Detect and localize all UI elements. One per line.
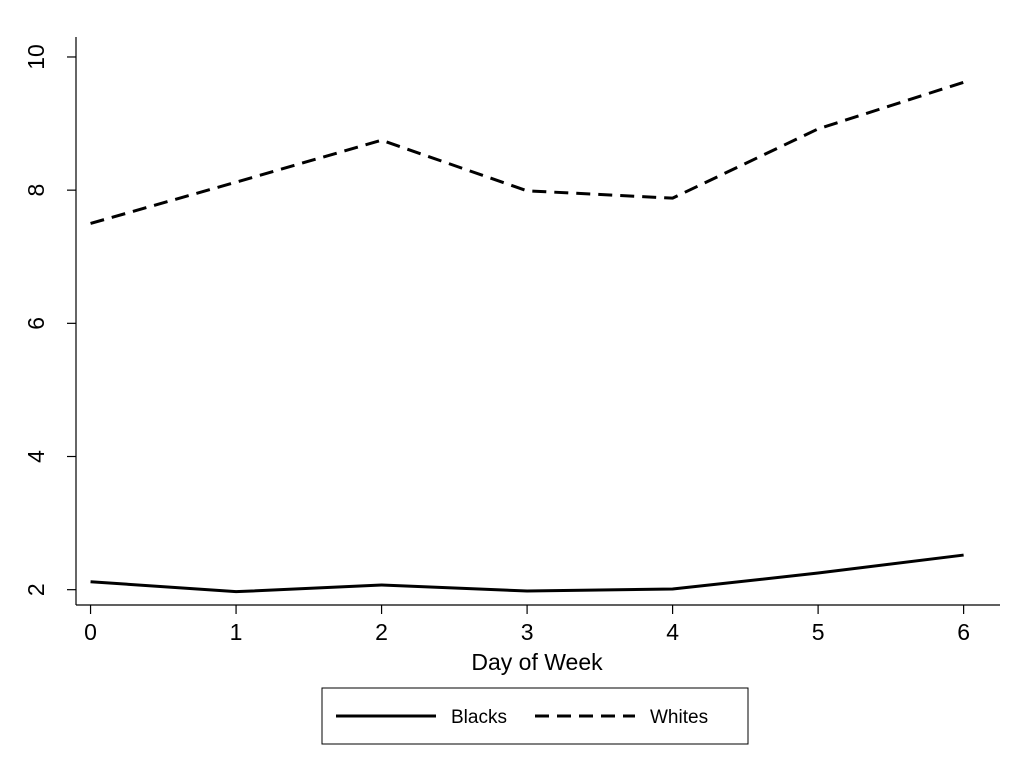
y-tick-label: 10 <box>23 44 49 70</box>
y-tick-label: 6 <box>23 317 49 330</box>
y-tick-label: 2 <box>23 583 49 596</box>
x-tick-label: 0 <box>84 619 97 645</box>
legend: Blacks Whites <box>321 687 749 745</box>
y-tick-label: 4 <box>23 450 49 463</box>
x-tick-label: 5 <box>812 619 825 645</box>
legend-label-whites: Whites <box>650 707 708 728</box>
y-tick-label: 8 <box>23 184 49 197</box>
x-tick-label: 6 <box>957 619 970 645</box>
axes: 0 1 2 3 4 5 6 2 4 6 8 10 <box>23 37 1000 645</box>
series-line-whites <box>90 80 965 225</box>
series-lines <box>90 80 965 594</box>
x-tick-label: 1 <box>230 619 243 645</box>
legend-label-blacks: Blacks <box>451 707 507 728</box>
x-tick-label: 3 <box>521 619 534 645</box>
x-tick-label: 2 <box>375 619 388 645</box>
series-line-blacks <box>90 553 964 594</box>
x-tick-label: 4 <box>666 619 679 645</box>
x-axis-label: Day of Week <box>471 649 603 675</box>
